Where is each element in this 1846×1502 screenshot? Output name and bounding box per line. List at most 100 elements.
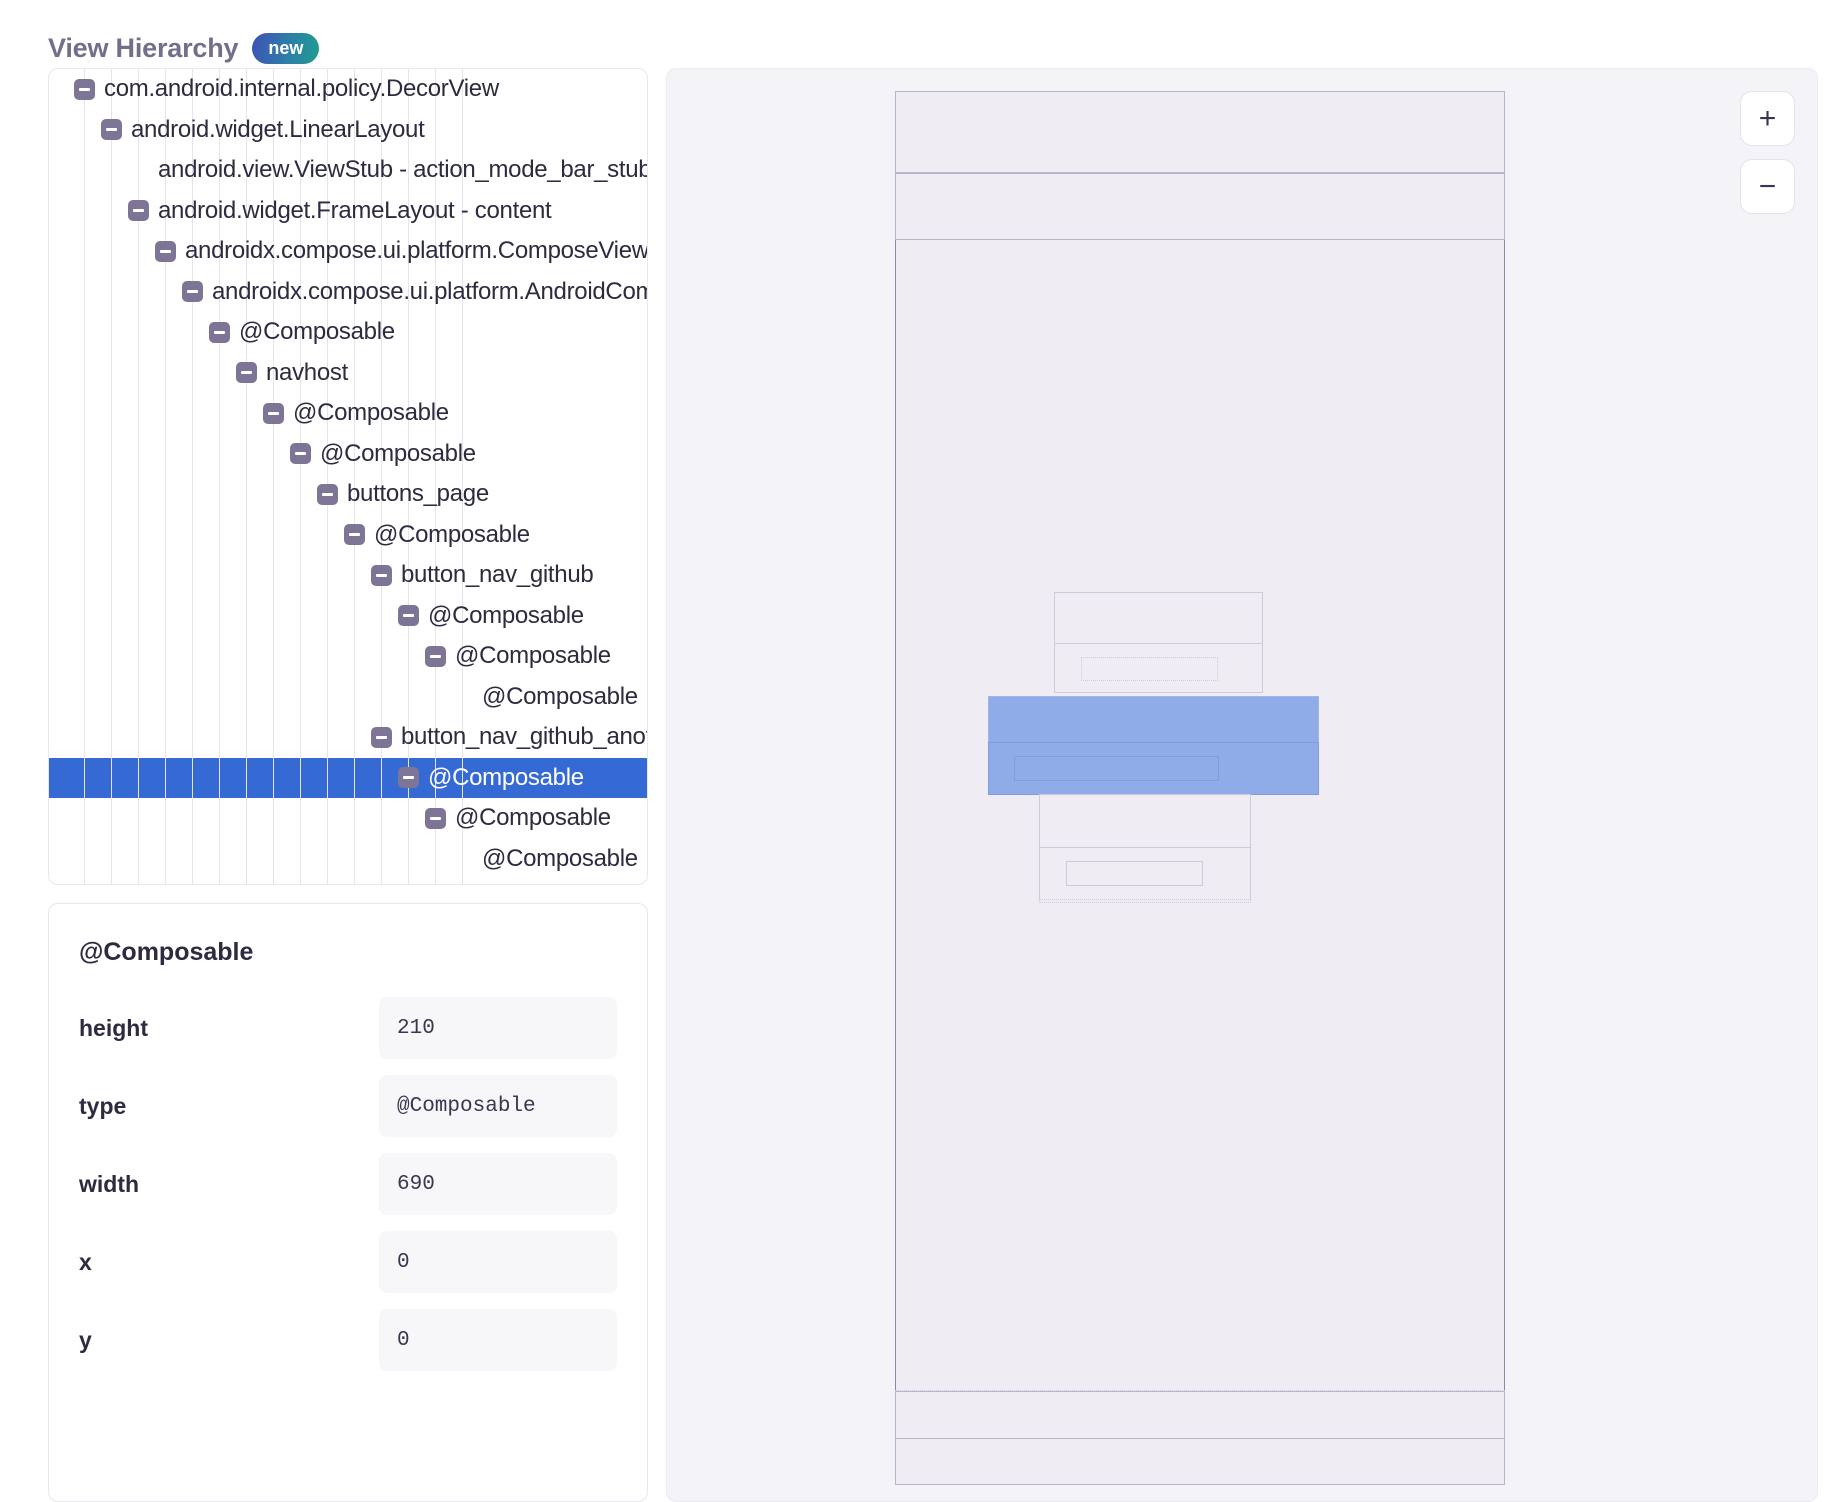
collapse-icon[interactable] — [263, 402, 284, 424]
property-row: height 210 — [79, 997, 617, 1059]
tree-node-label: @Composable — [320, 439, 476, 467]
tree-node[interactable]: @Composable — [49, 312, 647, 353]
tree-node-label: @Composable — [239, 318, 395, 346]
device-screen-outline — [895, 91, 1505, 1485]
device-button-nav-github-inner — [1081, 657, 1218, 681]
collapse-icon[interactable] — [344, 524, 365, 546]
tree-node-label: android.view.ViewStub - action_mode_bar_… — [158, 156, 648, 184]
workspace: com.android.internal.policy.DecorView and… — [0, 68, 1846, 1502]
view-hierarchy-tree[interactable]: com.android.internal.policy.DecorView and… — [48, 68, 648, 885]
collapse-icon[interactable] — [128, 200, 149, 222]
selected-node-highlight — [988, 696, 1319, 795]
property-row: width 690 — [79, 1153, 617, 1215]
collapse-icon[interactable] — [398, 767, 419, 789]
tree-node-label: @Composable — [455, 804, 611, 832]
collapse-icon[interactable] — [398, 605, 419, 627]
property-key: height — [79, 1014, 148, 1041]
node-properties-panel: @Composable height 210 type @Composable widt… — [48, 903, 648, 1502]
tree-node-label: androidx.compose.ui.platform.AndroidComp… — [212, 277, 647, 305]
collapse-icon[interactable] — [425, 645, 446, 667]
property-value: 690 — [379, 1153, 617, 1215]
zoom-controls: + − — [1740, 91, 1795, 214]
tree-row-list: com.android.internal.policy.DecorView and… — [49, 69, 647, 884]
tree-node[interactable]: @Composable — [49, 596, 647, 637]
tree-node-spacer — [452, 686, 473, 707]
tree-node[interactable]: @Composable — [49, 839, 647, 880]
tree-node[interactable]: @Composable — [49, 636, 647, 677]
tree-node-label: @Composable — [455, 642, 611, 670]
device-button-crash — [1039, 794, 1251, 848]
collapse-icon[interactable] — [425, 807, 446, 829]
property-value: 210 — [379, 997, 617, 1059]
tree-node[interactable]: button_nav_github_another — [49, 717, 647, 758]
device-region-navbar — [895, 1391, 1505, 1439]
tree-node[interactable]: com.android.internal.policy.DecorView — [49, 69, 647, 110]
page-header: View Hierarchy new — [0, 0, 1846, 68]
left-column: com.android.internal.policy.DecorView and… — [48, 68, 648, 1502]
property-key: type — [79, 1092, 127, 1119]
collapse-icon[interactable] — [317, 483, 338, 505]
device-button-crash-inner — [1066, 861, 1203, 886]
selected-node-inner-label — [1014, 756, 1219, 781]
collapse-icon[interactable] — [155, 240, 176, 262]
tree-node[interactable]: button_nav_github — [49, 555, 647, 596]
tree-node-label: @Composable — [482, 682, 638, 710]
tree-node[interactable]: @Composable — [49, 393, 647, 434]
tree-node[interactable]: @Composable — [49, 677, 647, 718]
collapse-icon[interactable] — [101, 119, 122, 141]
property-value: @Composable — [379, 1075, 617, 1137]
tree-node-label: androidx.compose.ui.platform.ComposeView — [185, 237, 648, 265]
tree-node[interactable]: @Composable — [49, 798, 647, 839]
collapse-icon[interactable] — [209, 321, 230, 343]
collapse-icon[interactable] — [371, 564, 392, 586]
property-key: y — [79, 1326, 92, 1353]
tree-node-label: @Composable — [482, 844, 638, 872]
android-icon — [48, 73, 49, 115]
tree-node[interactable]: @Composable — [49, 434, 647, 475]
tree-node-label: button_nav_github — [401, 561, 594, 589]
device-region-appbar — [895, 173, 1505, 240]
tree-node[interactable]: android.widget.LinearLayout — [49, 110, 647, 151]
collapse-icon[interactable] — [290, 443, 311, 465]
property-value: 0 — [379, 1231, 617, 1293]
property-value: 0 — [379, 1309, 617, 1371]
properties-list: height 210 type @Composable width 690 x 0 y 0 — [79, 997, 617, 1371]
collapse-icon[interactable] — [236, 362, 257, 384]
device-preview-panel[interactable]: + − — [666, 68, 1818, 1502]
tree-node[interactable]: android.view.ViewStub - action_mode_bar_… — [49, 150, 647, 191]
tree-node-label: @Composable — [428, 601, 584, 629]
zoom-in-button[interactable]: + — [1740, 91, 1795, 146]
tree-node-label: com.android.internal.policy.DecorView — [104, 75, 499, 103]
tree-node-label: @Composable — [428, 763, 584, 791]
tree-node[interactable]: android.widget.FrameLayout - content — [49, 191, 647, 232]
property-key: x — [79, 1248, 92, 1275]
zoom-out-button[interactable]: − — [1740, 159, 1795, 214]
device-button-crash-underline — [1039, 899, 1251, 903]
tree-node[interactable]: button_crash — [49, 879, 647, 884]
tree-node-label: android.widget.FrameLayout - content — [158, 196, 552, 224]
tree-node[interactable]: buttons_page — [49, 474, 647, 515]
property-row: type @Composable — [79, 1075, 617, 1137]
tree-node-label: @Composable — [374, 520, 530, 548]
collapse-icon[interactable] — [74, 78, 95, 100]
device-button-nav-github — [1054, 592, 1263, 644]
device-region-gesturebar — [895, 1438, 1505, 1485]
tree-node[interactable]: navhost — [49, 353, 647, 394]
properties-title: @Composable — [79, 938, 254, 966]
tree-node-label: navhost — [266, 358, 348, 386]
collapse-icon[interactable] — [371, 726, 392, 748]
tree-node[interactable]: androidx.compose.ui.platform.ComposeView — [49, 231, 647, 272]
tree-node-label: buttons_page — [347, 480, 489, 508]
tree-node-spacer — [452, 848, 473, 869]
tree-node[interactable]: @Composable — [49, 515, 647, 556]
tree-node-label: android.widget.LinearLayout — [131, 115, 425, 143]
tree-node[interactable]: androidx.compose.ui.platform.AndroidComp… — [49, 272, 647, 313]
tree-node-spacer — [128, 160, 149, 181]
collapse-icon[interactable] — [182, 281, 203, 303]
tree-node-selected[interactable]: @Composable — [49, 757, 647, 798]
property-key: width — [79, 1170, 140, 1197]
tree-node-label: @Composable — [293, 399, 449, 427]
page-title: View Hierarchy — [48, 32, 239, 63]
